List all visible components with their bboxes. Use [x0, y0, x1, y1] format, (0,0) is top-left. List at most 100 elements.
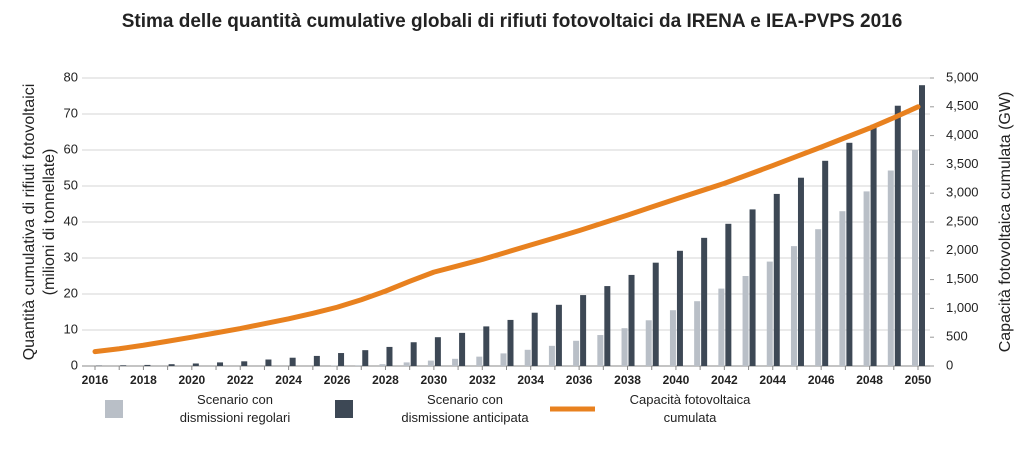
bar: [476, 356, 483, 366]
bar: [718, 288, 725, 366]
x-tick-label: 2040: [663, 373, 690, 387]
bar: [919, 85, 925, 366]
bar: [846, 142, 853, 366]
bar: [410, 342, 417, 366]
bar: [459, 332, 466, 366]
bar: [773, 193, 780, 366]
legend-swatch: [335, 400, 353, 418]
bar: [645, 320, 652, 366]
bar: [597, 335, 604, 366]
y2-tick-label: 2,500: [946, 213, 979, 228]
x-tick-label: 2046: [808, 373, 835, 387]
bar: [265, 359, 272, 366]
x-tick-label: 2032: [469, 373, 496, 387]
legend-label: Scenario con dismissioni regolari: [180, 392, 291, 425]
bar: [822, 160, 829, 366]
bar: [483, 326, 490, 366]
y-axis-title: (milioni di tonnellate): [41, 149, 58, 296]
bar: [863, 191, 870, 366]
legend-label: Scenario con dismissione anticipata: [401, 392, 529, 425]
bar: [815, 229, 822, 366]
bar: [500, 353, 507, 366]
bar: [766, 261, 773, 366]
x-tick-label: 2044: [759, 373, 786, 387]
y2-tick-label: 0: [946, 357, 953, 372]
bar: [701, 237, 708, 366]
bar: [434, 337, 441, 366]
y2-tick-label: 1,500: [946, 271, 979, 286]
y-tick-label: 40: [64, 213, 78, 228]
bar: [555, 304, 562, 366]
bar: [452, 358, 459, 366]
bar: [217, 362, 224, 366]
bar: [628, 274, 635, 366]
line-series: [92, 104, 921, 355]
bar: [580, 295, 587, 366]
bar: [573, 340, 580, 366]
x-tick-label: 2042: [711, 373, 738, 387]
x-tick-label: 2036: [566, 373, 593, 387]
x-tick-label: 2028: [372, 373, 399, 387]
x-tick-label: 2038: [614, 373, 641, 387]
bar: [379, 364, 386, 366]
x-tick-label: 2018: [130, 373, 157, 387]
y-tick-label: 80: [64, 69, 78, 84]
x-tick-label: 2022: [227, 373, 254, 387]
y-tick-label: 50: [64, 177, 78, 192]
bar: [427, 360, 434, 366]
bar: [870, 124, 877, 366]
bar: [313, 355, 320, 366]
bar: [338, 353, 345, 366]
bar: [894, 105, 901, 366]
bar: [403, 362, 410, 366]
legend-label: Capacità fotovoltaica cumulata: [630, 392, 751, 425]
bar: [524, 349, 531, 366]
x-tick-label: 2030: [421, 373, 448, 387]
bar: [797, 177, 804, 366]
bar: [355, 365, 362, 366]
y-axis-title: Quantità cumulativa di rifiuti fotovolta…: [21, 84, 38, 361]
chart-title: Stima delle quantità cumulative globali …: [122, 11, 903, 32]
bar: [839, 211, 846, 366]
bar: [192, 363, 199, 366]
x-tick-label: 2050: [905, 373, 932, 387]
x-tick-label: 2034: [517, 373, 544, 387]
bar: [669, 310, 676, 366]
bar: [749, 209, 756, 366]
bar: [531, 312, 538, 366]
bar: [790, 246, 797, 366]
bar: [144, 364, 151, 366]
y2-tick-label: 3,000: [946, 185, 979, 200]
y2-tick-label: 4,500: [946, 98, 979, 113]
bar: [548, 345, 555, 366]
bar: [742, 276, 749, 366]
y-tick-label: 10: [64, 321, 78, 336]
bar: [362, 350, 369, 366]
bar: [604, 286, 611, 366]
bar: [694, 301, 701, 366]
x-tick-label: 2020: [178, 373, 205, 387]
y-tick-label: 30: [64, 249, 78, 264]
bar: [507, 319, 514, 366]
y-tick-label: 20: [64, 285, 78, 300]
bar: [120, 365, 127, 366]
bar: [912, 150, 918, 366]
y-tick-label: 70: [64, 105, 78, 120]
x-tick-label: 2026: [324, 373, 351, 387]
x-tick-label: 2016: [82, 373, 109, 387]
x-tick-label: 2024: [275, 373, 302, 387]
y2-tick-label: 500: [946, 329, 968, 344]
y-tick-label: 60: [64, 141, 78, 156]
bar: [289, 357, 296, 366]
y2-tick-label: 4,000: [946, 127, 979, 142]
bar: [621, 328, 628, 366]
legend-swatch: [105, 400, 123, 418]
y-tick-label: 0: [71, 357, 78, 372]
bar: [725, 223, 732, 366]
x-tick-label: 2048: [856, 373, 883, 387]
bar: [676, 250, 683, 366]
y2-tick-label: 5,000: [946, 69, 979, 84]
bar: [168, 364, 175, 366]
y2-tick-label: 2,000: [946, 242, 979, 257]
